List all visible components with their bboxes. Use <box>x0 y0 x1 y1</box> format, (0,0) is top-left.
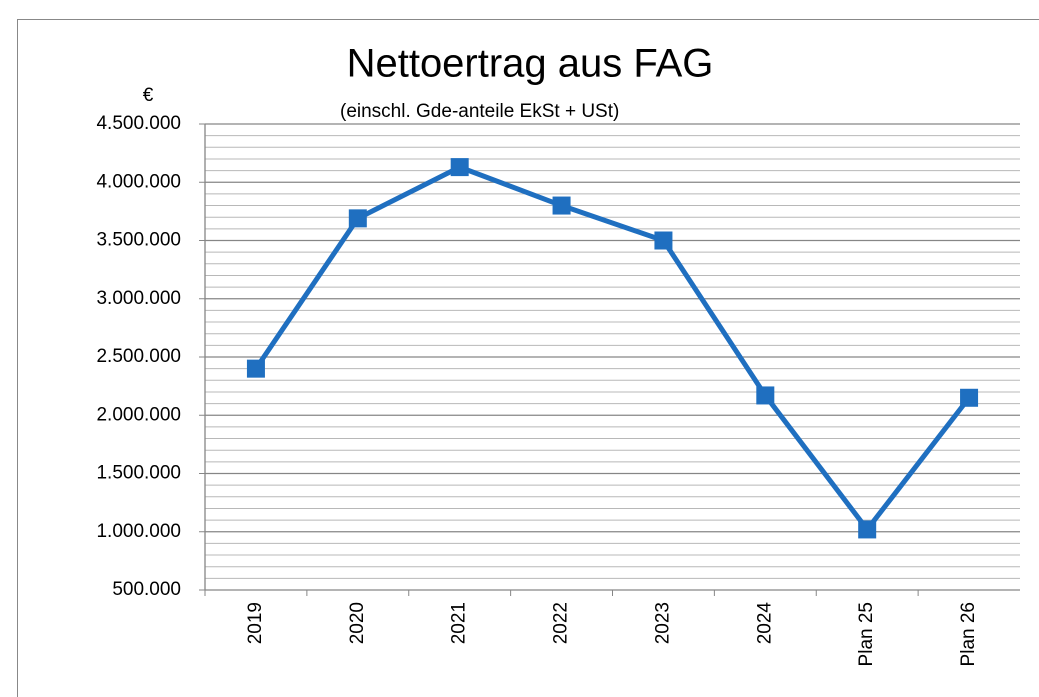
y-tick-label: 2.000.000 <box>96 404 181 425</box>
y-tick-label: 4.500.000 <box>96 113 181 134</box>
point-marker <box>246 359 265 378</box>
point-marker <box>960 388 979 407</box>
x-tick-label: 2020 <box>347 602 368 644</box>
x-tick-label: 2021 <box>449 602 470 644</box>
point-marker <box>552 196 571 215</box>
y-tick-label: 3.000.000 <box>96 288 181 309</box>
series-line <box>253 164 972 532</box>
point-marker <box>450 158 469 177</box>
point-marker <box>858 520 877 539</box>
point-marker <box>348 209 367 228</box>
y-tick-label: 500.000 <box>112 579 181 600</box>
x-tick-label: 2022 <box>551 602 572 644</box>
point-marker <box>654 231 673 250</box>
chart-title: Nettoertrag aus FAG <box>347 42 714 86</box>
y-tick-label: 2.500.000 <box>96 346 181 367</box>
chart-frame <box>17 19 1039 697</box>
point-marker <box>756 386 775 405</box>
y-tick-label: 3.500.000 <box>96 230 181 251</box>
chart-subtitle: (einschl. Gde-anteile EkSt + USt) <box>340 101 619 122</box>
x-tick-label: 2019 <box>245 602 266 644</box>
y-tick-label: 1.000.000 <box>96 521 181 542</box>
x-tick-label: Plan 25 <box>856 602 877 666</box>
x-tick-label: 2023 <box>652 602 673 644</box>
y-tick-label: 4.000.000 <box>96 171 181 192</box>
x-tick-label: 2024 <box>754 602 775 645</box>
y-axis-label: € <box>143 85 154 106</box>
x-tick-label: Plan 26 <box>958 602 979 666</box>
y-tick-label: 1.500.000 <box>96 463 181 484</box>
